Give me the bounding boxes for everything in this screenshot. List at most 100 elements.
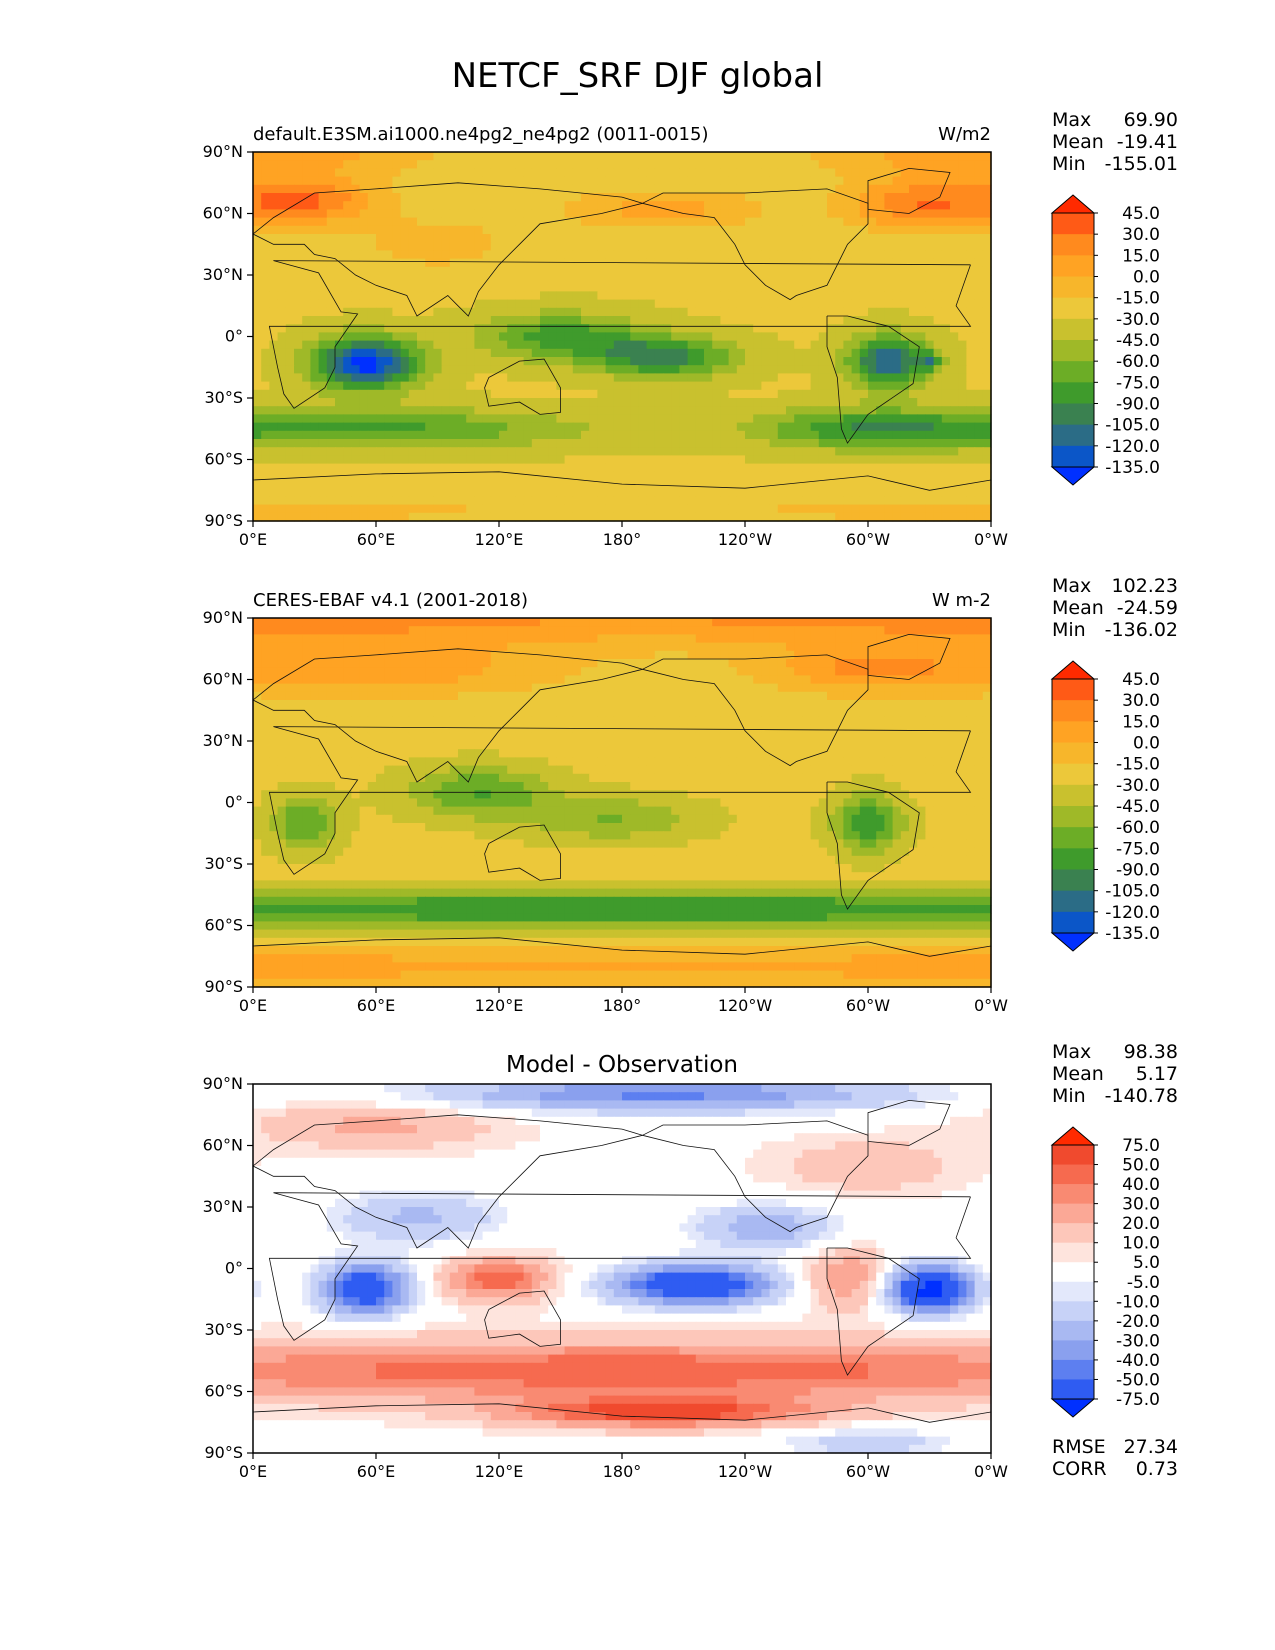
heat-cell <box>335 357 344 366</box>
heat-cell <box>646 504 656 514</box>
heat-cell <box>802 217 812 227</box>
heat-cell <box>843 512 853 522</box>
heat-cell <box>909 201 918 210</box>
heat-cell <box>982 471 992 481</box>
heat-cell <box>540 675 549 685</box>
heat-cell <box>564 650 574 660</box>
heat-cell <box>745 357 754 366</box>
heat-cell <box>728 455 738 465</box>
heat-cell <box>294 455 303 465</box>
heat-cell <box>917 365 926 374</box>
coastline <box>642 188 869 301</box>
heat-cell <box>687 414 697 424</box>
heat-cell <box>810 659 820 668</box>
heat-cell <box>777 683 787 693</box>
heat-cell <box>909 217 918 227</box>
heat-cell <box>425 398 434 407</box>
heat-cell <box>564 307 574 317</box>
heat-cell <box>613 176 623 186</box>
heat-cell <box>597 488 607 497</box>
heat-cell <box>835 496 844 506</box>
heat-cell <box>818 160 828 169</box>
heat-cell <box>540 634 549 644</box>
heat-cell <box>269 266 279 276</box>
heat-cell <box>458 488 467 497</box>
heat-cell <box>630 217 639 227</box>
heat-cell <box>982 307 992 317</box>
heat-cell <box>458 316 467 325</box>
heat-cell <box>515 480 525 489</box>
heat-cell <box>449 168 459 178</box>
heat-cell <box>466 168 475 178</box>
heat-cell <box>384 389 393 399</box>
heat-cell <box>507 217 516 227</box>
heat-cell <box>523 299 533 309</box>
heat-cell <box>269 324 279 333</box>
heat-cell <box>859 299 869 309</box>
heat-cell <box>343 357 352 366</box>
heat-cell <box>474 152 484 161</box>
heat-cell <box>851 488 861 497</box>
heat-cell <box>777 340 787 350</box>
heat-cell <box>769 332 779 342</box>
heat-cell <box>925 316 935 325</box>
heat-cell <box>392 193 402 202</box>
heat-cell <box>720 488 730 497</box>
heat-cell <box>777 675 787 685</box>
heat-cell <box>851 381 861 391</box>
heat-cell <box>712 348 721 358</box>
heat-cell <box>400 365 410 374</box>
heat-cell <box>671 480 680 489</box>
heat-cell <box>261 642 270 652</box>
heat-cell <box>982 406 992 415</box>
heat-cell <box>605 201 615 210</box>
heat-cell <box>827 324 836 333</box>
heat-cell <box>941 626 951 635</box>
heat-cell <box>794 414 803 424</box>
heat-cell <box>376 471 385 481</box>
heat-cell <box>417 642 426 652</box>
heat-cell <box>917 667 926 676</box>
heat-cell <box>958 258 967 268</box>
heat-cell <box>490 299 500 309</box>
heat-cell <box>540 266 549 276</box>
heat-cell <box>384 275 393 284</box>
heat-cell <box>687 389 697 399</box>
heat-cell <box>523 217 533 227</box>
heat-cell <box>261 324 270 333</box>
heat-cell <box>835 365 844 374</box>
heat-cell <box>974 683 984 693</box>
heat-cell <box>761 667 771 676</box>
heat-cell <box>490 160 500 169</box>
heat-cell <box>818 471 828 481</box>
heat-cell <box>302 373 311 383</box>
heat-cell <box>556 209 566 219</box>
heat-cell <box>376 406 385 415</box>
heat-cell <box>933 488 943 497</box>
heat-cell <box>408 463 418 473</box>
heat-cell <box>638 283 648 292</box>
heat-cell <box>777 291 787 301</box>
heat-cell <box>786 618 795 627</box>
heat-cell <box>687 275 697 284</box>
heat-cell <box>917 626 926 635</box>
heat-cell <box>408 496 418 506</box>
heat-cell <box>868 299 877 309</box>
heat-cell <box>810 291 820 301</box>
heat-cell <box>285 152 295 161</box>
heat-cell <box>589 618 598 627</box>
heat-cell <box>835 340 844 350</box>
heat-cell <box>761 480 771 489</box>
heat-cell <box>433 291 443 301</box>
heat-cell <box>466 357 475 366</box>
heat-cell <box>302 488 311 497</box>
heat-cell <box>507 488 516 497</box>
heat-cell <box>687 504 697 514</box>
heat-cell <box>695 626 705 635</box>
heat-cell <box>712 659 721 668</box>
heat-cell <box>408 357 418 366</box>
heat-cell <box>736 168 746 178</box>
heat-cell <box>589 176 598 186</box>
heat-cell <box>581 258 590 268</box>
heat-cell <box>646 642 656 652</box>
